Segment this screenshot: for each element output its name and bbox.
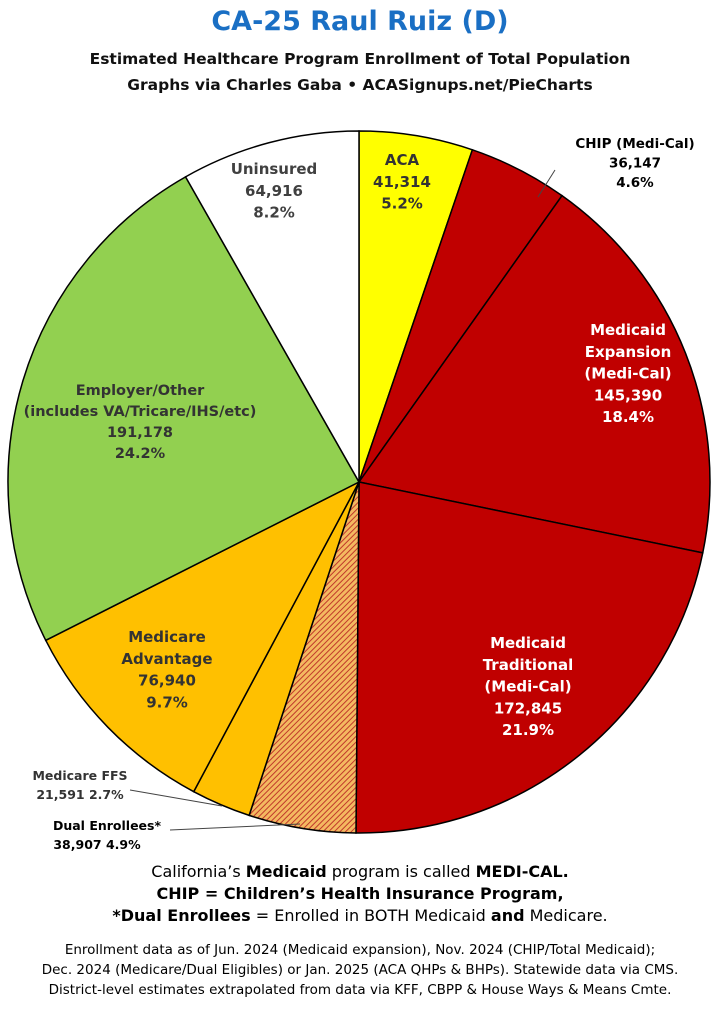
slice-label-name-line-medicaid-traditional-medi-cal: Medicaid: [490, 634, 566, 652]
slice-label-percent-uninsured: 8.2%: [253, 204, 295, 222]
slice-label-value-medicare-advantage: 76,940: [138, 672, 196, 690]
slice-label-name-aca: ACA: [385, 151, 420, 169]
slice-label-name-line-medicaid-traditional-medi-cal: (Medi-Cal): [484, 678, 571, 696]
slice-label-value-chip-medi-cal: 36,147: [609, 156, 661, 172]
leader-line-dual-enrollees: [169, 823, 301, 831]
slice-label-name-dual-enrollees: Dual Enrollees*: [53, 818, 162, 833]
footer-line-1: Enrollment data as of Jun. 2024 (Medicai…: [64, 942, 656, 958]
footer-line-3: District-level estimates extrapolated fr…: [48, 982, 672, 998]
pie-slice-medicaid-traditional-medi-cal: [355, 481, 704, 834]
slice-label-name-line-medicare-advantage: Advantage: [121, 650, 212, 668]
pie-slice-uninsured: [184, 130, 360, 485]
chart-title: CA-25 Raul Ruiz (D): [211, 6, 509, 37]
pie-slice-employer-other-includes-va-tricare-ihs-etc: [7, 175, 361, 642]
pie-slice-medicare-advantage: [44, 480, 361, 793]
slice-label-name-line-employer-other-includes-va-tricare-ihs-etc: Employer/Other: [76, 383, 205, 399]
slice-label-name-line-medicare-advantage: Medicare: [128, 628, 206, 646]
slice-label-percent-aca: 5.2%: [381, 195, 423, 213]
slice-label-value-employer-other-includes-va-tricare-ihs-etc: 191,178: [107, 425, 173, 441]
slice-label-name-line-medicaid-traditional-medi-cal: Traditional: [483, 656, 574, 674]
slice-label-name-medicare-ffs: Medicare FFS: [32, 768, 127, 783]
slice-label-name-line-employer-other-includes-va-tricare-ihs-etc: (includes VA/Tricare/IHS/etc): [24, 404, 257, 420]
footer-line-2: Dec. 2024 (Medicare/Dual Eligibles) or J…: [41, 962, 679, 978]
slice-label-percent-medicare-advantage: 9.7%: [146, 693, 188, 711]
chart-credit: Graphs via Charles Gaba • ACASignups.net…: [127, 76, 593, 94]
pie-slice-medicaid-expansion-medi-cal: [357, 194, 711, 554]
slice-label-name-line-medicaid-expansion-medi-cal: Expansion: [585, 343, 672, 361]
slice-label-value-uninsured: 64,916: [245, 182, 303, 200]
slice-label-name-uninsured: Uninsured: [231, 160, 318, 178]
slice-label-value-dual-enrollees: 38,907 4.9%: [53, 837, 141, 852]
note-chip: CHIP = Children’s Health Insurance Progr…: [156, 884, 564, 903]
slice-label-name-line-medicaid-expansion-medi-cal: Medicaid: [590, 321, 666, 339]
slice-label-percent-medicaid-expansion-medi-cal: 18.4%: [602, 408, 654, 426]
leader-line-chip-medi-cal: [537, 169, 556, 198]
note-medi-cal: California’s Medicaid program is called …: [151, 862, 569, 881]
slice-label-percent-employer-other-includes-va-tricare-ihs-etc: 24.2%: [115, 446, 166, 462]
leader-line-medicare-ffs: [129, 789, 223, 807]
slice-label-percent-chip-medi-cal: 4.6%: [616, 175, 654, 191]
note-dual: *Dual Enrollees = Enrolled in BOTH Medic…: [112, 906, 608, 925]
slice-label-percent-medicaid-traditional-medi-cal: 21.9%: [502, 721, 554, 739]
slice-label-value-medicare-ffs: 21,591 2.7%: [36, 787, 124, 802]
slice-label-value-medicaid-expansion-medi-cal: 145,390: [594, 386, 662, 404]
slice-label-name-line-medicaid-expansion-medi-cal: (Medi-Cal): [584, 365, 671, 383]
slice-label-value-medicaid-traditional-medi-cal: 172,845: [494, 699, 562, 717]
chart-subtitle: Estimated Healthcare Program Enrollment …: [89, 50, 631, 68]
slice-label-value-aca: 41,314: [373, 173, 431, 191]
slice-label-name-chip-medi-cal: CHIP (Medi-Cal): [575, 136, 694, 152]
